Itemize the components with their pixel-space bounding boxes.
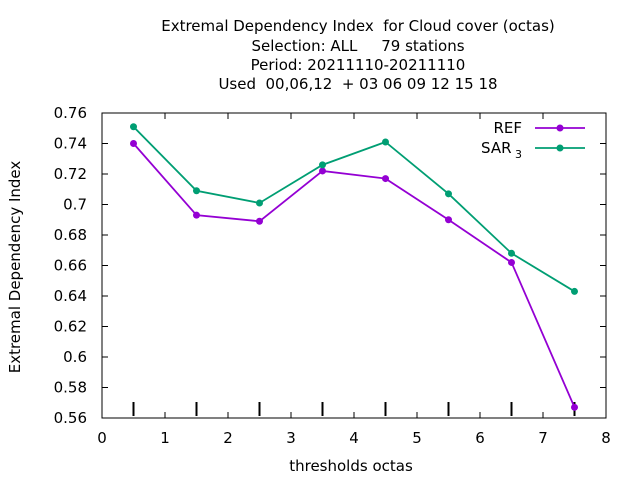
data-point bbox=[382, 175, 389, 183]
legend-item: SAR 3 bbox=[481, 139, 585, 161]
data-point bbox=[571, 403, 578, 411]
y-axis-label: Extremal Dependency Index bbox=[6, 161, 24, 374]
chart-title-line-3: Period: 20211110-20211110 bbox=[250, 56, 466, 74]
legend-label: SAR 3 bbox=[481, 139, 522, 161]
data-point bbox=[130, 140, 137, 147]
data-point bbox=[319, 167, 326, 175]
data-point bbox=[571, 287, 578, 295]
legend-swatch-point bbox=[556, 124, 564, 132]
chart-title-line-2: Selection: ALL 79 stations bbox=[251, 37, 465, 55]
x-tick-label: 1 bbox=[160, 429, 170, 447]
legend: REF SAR 3 bbox=[481, 119, 585, 161]
x-tick-label: 6 bbox=[475, 429, 485, 447]
data-point bbox=[193, 187, 200, 195]
y-tick-label: 0.64 bbox=[54, 287, 87, 305]
legend-swatch-point bbox=[556, 144, 564, 152]
data-point bbox=[256, 217, 263, 225]
y-tick-label: 0.66 bbox=[54, 257, 87, 275]
x-tick-label: 3 bbox=[286, 429, 296, 447]
y-tick-label: 0.62 bbox=[54, 318, 87, 336]
series-line bbox=[132, 126, 575, 293]
y-tick-label: 0.68 bbox=[54, 226, 87, 244]
legend-label-subscript: 3 bbox=[512, 148, 523, 161]
y-tick-label: 0.72 bbox=[54, 165, 87, 183]
y-tick-label: 0.74 bbox=[54, 135, 87, 153]
data-point bbox=[445, 216, 452, 224]
data-point bbox=[256, 199, 263, 207]
series-ref bbox=[130, 140, 578, 411]
y-tick-label: 0.58 bbox=[54, 379, 87, 397]
x-tick-label: 0 bbox=[97, 429, 107, 447]
axis-ticks: 0 1 2 3 4 5 6 7 8 0.56 0.58 0.6 0.62 0.64 0.66 0.68 0.7 0… bbox=[54, 104, 611, 447]
data-point bbox=[445, 190, 452, 198]
legend-label: REF bbox=[493, 119, 522, 137]
data-point bbox=[382, 138, 389, 146]
x-tick-label: 7 bbox=[538, 429, 548, 447]
series-line bbox=[132, 142, 576, 408]
data-point bbox=[319, 161, 326, 169]
y-tick-label: 0.56 bbox=[54, 409, 87, 427]
y-tick-label: 0.6 bbox=[63, 348, 87, 366]
x-tick-label: 2 bbox=[223, 429, 233, 447]
x-tick-label: 8 bbox=[601, 429, 611, 447]
data-point bbox=[193, 211, 200, 219]
x-tick-label: 4 bbox=[349, 429, 359, 447]
series-layer bbox=[130, 123, 578, 411]
y-tick-label: 0.76 bbox=[54, 104, 87, 122]
x-axis-label: thresholds octas bbox=[289, 457, 413, 475]
data-point bbox=[508, 258, 515, 266]
data-point bbox=[130, 123, 137, 131]
chart-title-line-1: Extremal Dependency Index for Cloud cove… bbox=[161, 17, 555, 35]
legend-item: REF bbox=[493, 119, 585, 137]
series-sar bbox=[130, 123, 578, 295]
x-tick-label: 5 bbox=[412, 429, 422, 447]
chart-title-line-4: Used 00,06,12 + 03 06 09 12 15 18 bbox=[218, 75, 498, 93]
y-tick-label: 0.7 bbox=[63, 196, 87, 214]
data-point bbox=[508, 249, 515, 257]
